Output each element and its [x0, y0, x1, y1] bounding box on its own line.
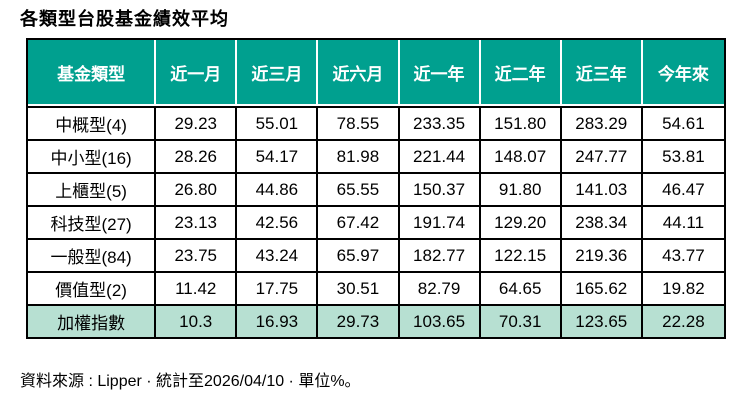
table-row: 價值型(2) 11.42 17.75 30.51 82.79 64.65 165.62 19.…	[28, 273, 724, 306]
row-label: 加權指數	[28, 306, 157, 337]
value-cell: 23.13	[156, 207, 238, 240]
header-3-month: 近三月	[237, 40, 319, 106]
value-cell: 70.31	[480, 306, 562, 337]
header-2-year: 近二年	[480, 40, 562, 106]
row-label: 一般型(84)	[28, 240, 157, 273]
value-cell: 141.03	[561, 174, 643, 207]
value-cell: 22.28	[642, 306, 724, 337]
value-cell: 17.75	[237, 273, 319, 306]
value-cell: 28.26	[156, 141, 238, 174]
row-label: 科技型(27)	[28, 207, 157, 240]
fund-performance-table: 基金類型 近一月 近三月 近六月 近一年 近二年 近三年 今年來 中概型(4) 2…	[26, 38, 726, 339]
table-row: 加權指數 10.3 16.93 29.73 103.65 70.31 123.65 22.28	[28, 306, 724, 337]
value-cell: 11.42	[156, 273, 238, 306]
value-cell: 221.44	[399, 141, 481, 174]
value-cell: 148.07	[480, 141, 562, 174]
value-cell: 67.42	[318, 207, 400, 240]
header-6-month: 近六月	[318, 40, 400, 106]
value-cell: 129.20	[480, 207, 562, 240]
value-cell: 26.80	[156, 174, 238, 207]
value-cell: 238.34	[561, 207, 643, 240]
value-cell: 10.3	[156, 306, 238, 337]
value-cell: 42.56	[237, 207, 319, 240]
table-header: 基金類型 近一月 近三月 近六月 近一年 近二年 近三年 今年來	[28, 40, 724, 106]
row-label: 中小型(16)	[28, 141, 157, 174]
row-label: 上櫃型(5)	[28, 174, 157, 207]
row-label: 中概型(4)	[28, 106, 157, 141]
value-cell: 65.97	[318, 240, 400, 273]
value-cell: 23.75	[156, 240, 238, 273]
value-cell: 65.55	[318, 174, 400, 207]
value-cell: 165.62	[561, 273, 643, 306]
value-cell: 53.81	[642, 141, 724, 174]
value-cell: 103.65	[399, 306, 481, 337]
table-row: 中概型(4) 29.23 55.01 78.55 233.35 151.80 283.29 5…	[28, 106, 724, 141]
source-note: 資料來源 : Lipper · 統計至2026/04/10 · 單位%。	[20, 373, 361, 390]
table-row: 中小型(16) 28.26 54.17 81.98 221.44 148.07 247.77…	[28, 141, 724, 174]
table-row: 上櫃型(5) 26.80 44.86 65.55 150.37 91.80 141.03 46…	[28, 174, 724, 207]
row-label: 價值型(2)	[28, 273, 157, 306]
value-cell: 55.01	[237, 106, 319, 141]
value-cell: 43.24	[237, 240, 319, 273]
value-cell: 54.61	[642, 106, 724, 141]
table-row: 一般型(84) 23.75 43.24 65.97 182.77 122.15 219.36…	[28, 240, 724, 273]
value-cell: 150.37	[399, 174, 481, 207]
value-cell: 191.74	[399, 207, 481, 240]
header-1-year: 近一年	[399, 40, 481, 106]
value-cell: 123.65	[561, 306, 643, 337]
value-cell: 44.86	[237, 174, 319, 207]
page-title: 各類型台股基金績效平均	[20, 9, 229, 29]
value-cell: 46.47	[642, 174, 724, 207]
header-fund-type: 基金類型	[28, 40, 157, 106]
table-body: 中概型(4) 29.23 55.01 78.55 233.35 151.80 283.29 5…	[28, 106, 724, 337]
value-cell: 81.98	[318, 141, 400, 174]
value-cell: 29.73	[318, 306, 400, 337]
value-cell: 16.93	[237, 306, 319, 337]
header-row: 基金類型 近一月 近三月 近六月 近一年 近二年 近三年 今年來	[28, 40, 724, 106]
value-cell: 64.65	[480, 273, 562, 306]
value-cell: 54.17	[237, 141, 319, 174]
value-cell: 19.82	[642, 273, 724, 306]
value-cell: 44.11	[642, 207, 724, 240]
header-ytd: 今年來	[642, 40, 724, 106]
value-cell: 122.15	[480, 240, 562, 273]
value-cell: 43.77	[642, 240, 724, 273]
value-cell: 233.35	[399, 106, 481, 141]
header-1-month: 近一月	[156, 40, 238, 106]
value-cell: 82.79	[399, 273, 481, 306]
value-cell: 247.77	[561, 141, 643, 174]
value-cell: 91.80	[480, 174, 562, 207]
value-cell: 283.29	[561, 106, 643, 141]
value-cell: 78.55	[318, 106, 400, 141]
value-cell: 219.36	[561, 240, 643, 273]
value-cell: 29.23	[156, 106, 238, 141]
value-cell: 30.51	[318, 273, 400, 306]
table-row: 科技型(27) 23.13 42.56 67.42 191.74 129.20 238.34…	[28, 207, 724, 240]
value-cell: 151.80	[480, 106, 562, 141]
value-cell: 182.77	[399, 240, 481, 273]
header-3-year: 近三年	[561, 40, 643, 106]
